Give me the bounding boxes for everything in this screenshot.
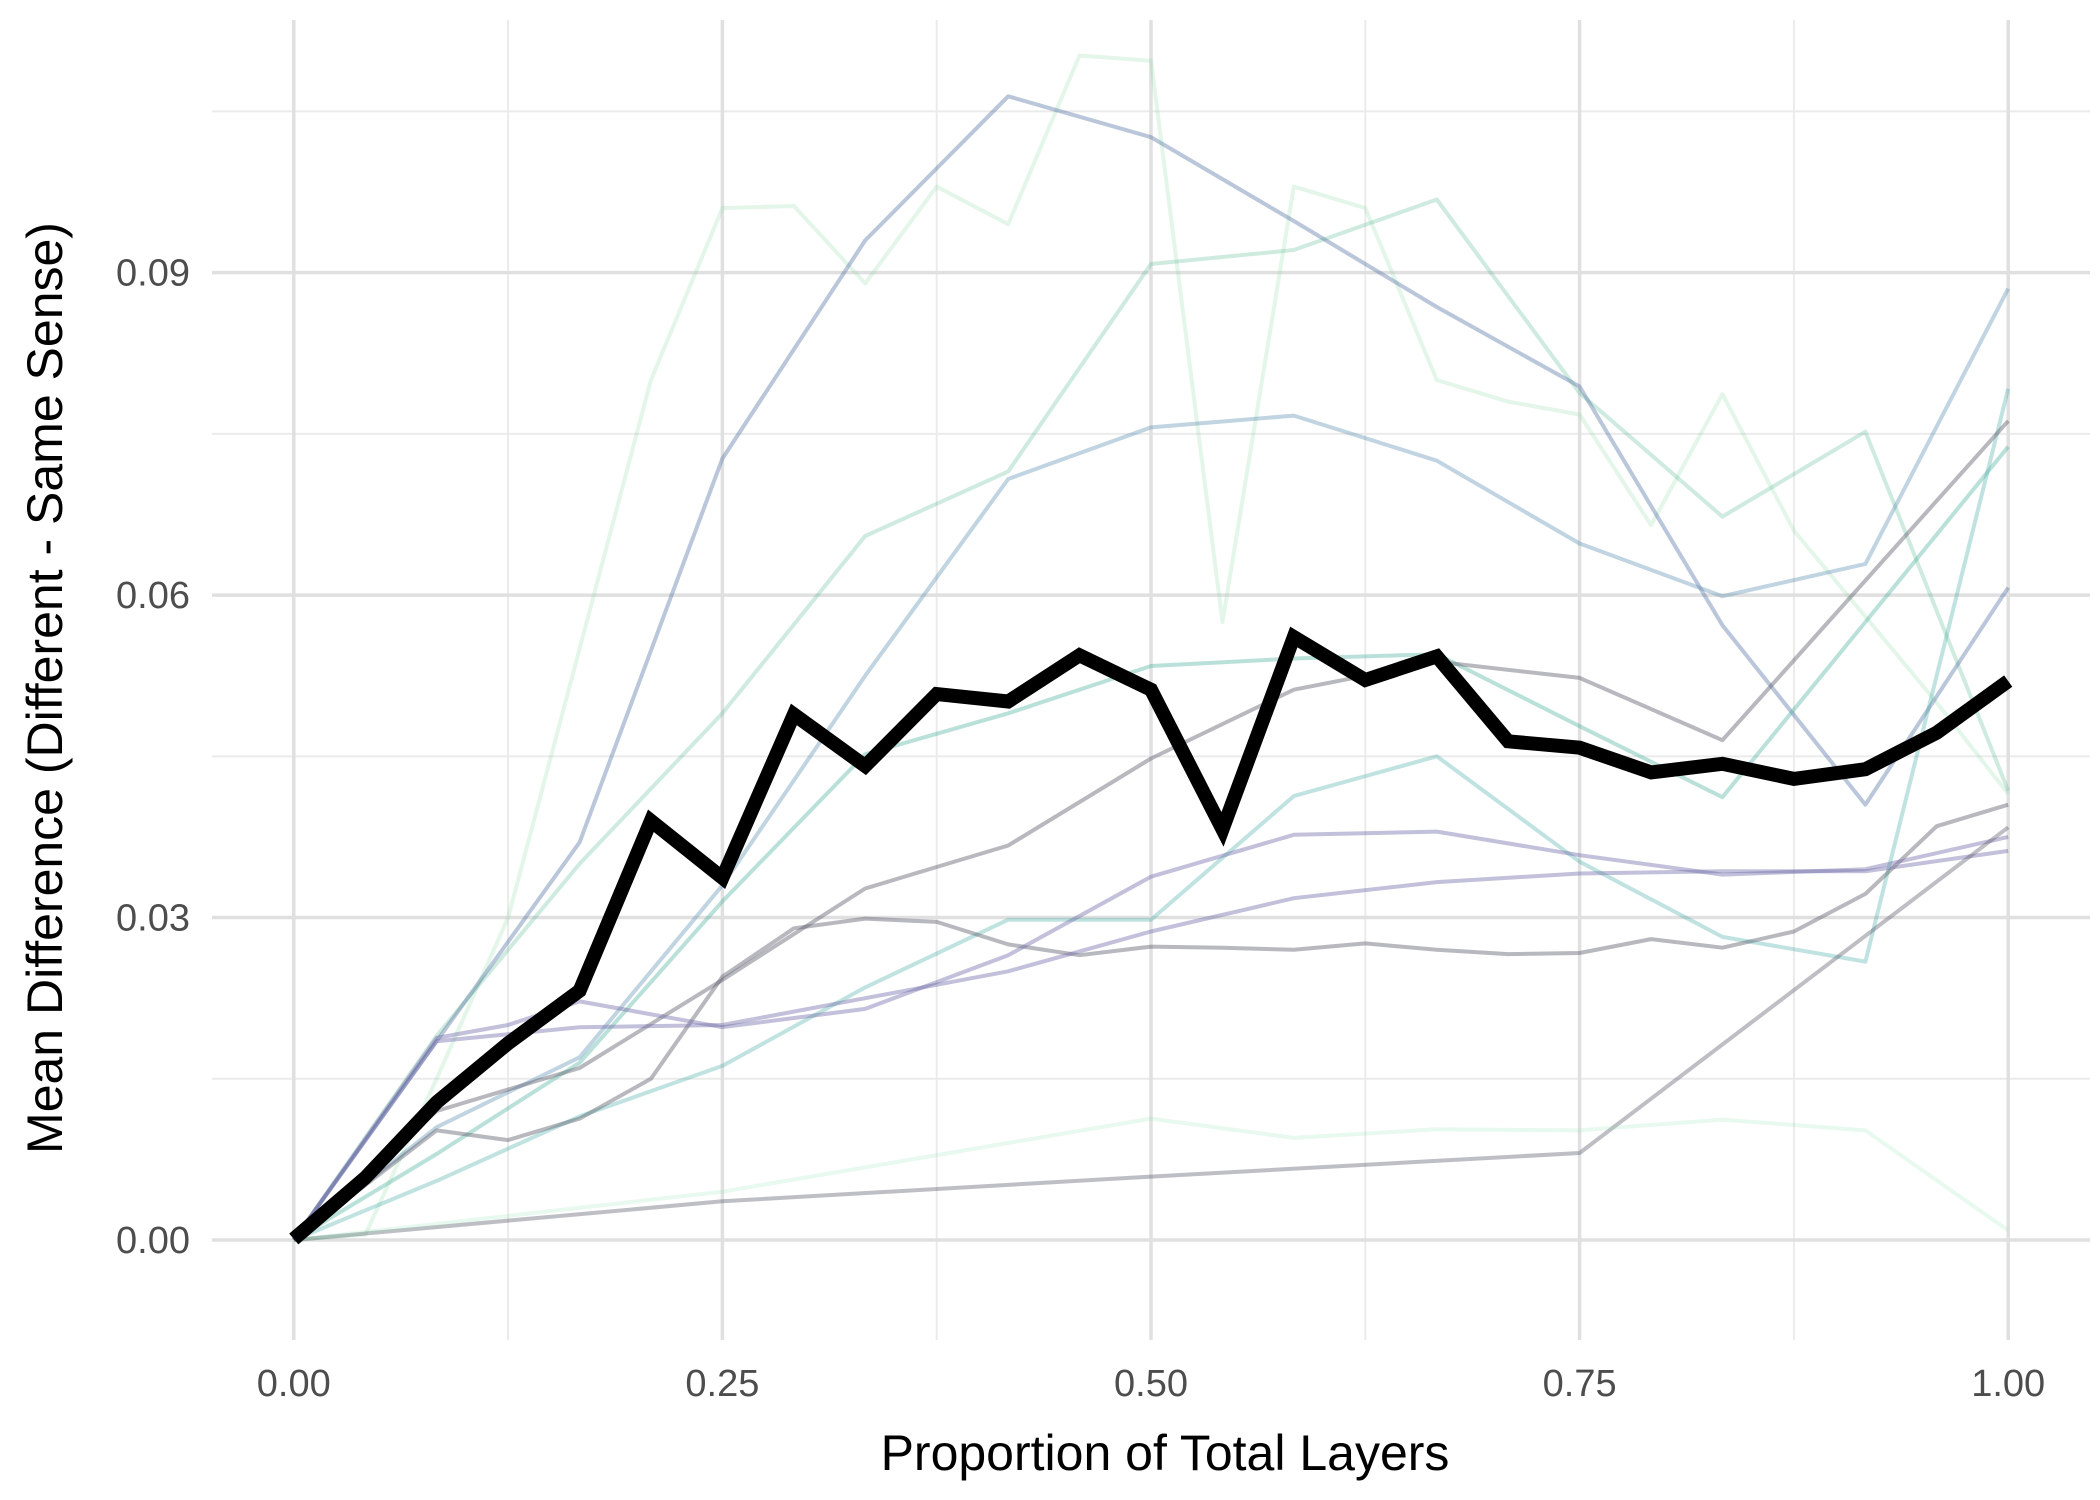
series-line-10 [292, 848, 2009, 1242]
x-tick-label: 0.00 [257, 1363, 331, 1405]
series-line-3 [292, 94, 2010, 1242]
series-lines [289, 53, 2013, 1245]
series-line-7 [292, 419, 2010, 1242]
y-tick-label: 0.06 [116, 575, 190, 617]
series-line-11 [293, 825, 2010, 1242]
series-line-9 [292, 829, 2009, 1242]
x-axis-title: Proportion of Total Layers [881, 1425, 1450, 1481]
y-tick-label: 0.09 [116, 253, 190, 295]
y-axis-title: Mean Difference (Different - Same Sense) [17, 222, 73, 1154]
series-line-12 [293, 1116, 2010, 1242]
grid-lines [212, 20, 2090, 1340]
x-tick-label: 0.75 [1543, 1363, 1617, 1405]
series-line-5 [292, 445, 2010, 1242]
series-line-6 [293, 388, 2011, 1242]
y-tick-label: 0.03 [116, 898, 190, 940]
y-tick-label: 0.00 [116, 1220, 190, 1262]
series-line-8 [292, 802, 2009, 1242]
series-line-mean [289, 626, 2013, 1245]
x-tick-label: 1.00 [1971, 1363, 2045, 1405]
x-tick-label: 0.25 [685, 1363, 759, 1405]
series-line-2 [292, 197, 2011, 1242]
tick-labels: 0.00 0.25 0.50 0.75 1.00 0.00 0.03 0.06 0.09 [116, 253, 2045, 1405]
series-line-1 [293, 53, 2010, 1242]
x-tick-label: 0.50 [1114, 1363, 1188, 1405]
series-line-4 [292, 287, 2010, 1242]
